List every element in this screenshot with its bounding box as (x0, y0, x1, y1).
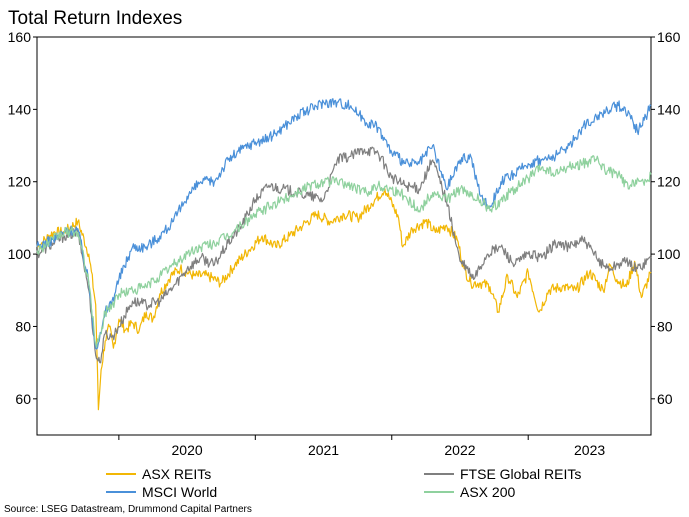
y-tick-label-left: 120 (8, 174, 32, 190)
y-tick-label-left: 60 (15, 391, 31, 407)
y-tick-label-right: 60 (657, 391, 673, 407)
x-tick-label: 2020 (172, 442, 203, 458)
y-tick-label-right: 80 (657, 318, 673, 334)
legend-label: MSCI World (142, 484, 217, 500)
y-axis-left: 60 80 100 120 140 160 (8, 29, 37, 407)
y-axis-right: 60 80 100 120 140 160 (651, 29, 681, 407)
x-tick-label: 2022 (444, 442, 475, 458)
x-tick-label: 2023 (574, 442, 605, 458)
y-tick-label-left: 80 (15, 318, 31, 334)
y-tick-label-right: 160 (657, 29, 681, 45)
x-tick-label: 2021 (308, 442, 339, 458)
series-line-ftse-global-reits (36, 146, 652, 364)
plot-frame (36, 36, 652, 436)
series-lines (36, 98, 652, 411)
legend: ASX REITs FTSE Global REITs MSCI World ASX … (106, 466, 581, 500)
series-line-asx-200 (36, 155, 652, 348)
y-tick-label-left: 160 (8, 29, 32, 45)
series-line-asx-reits (36, 188, 652, 411)
y-tick-label-left: 100 (8, 246, 32, 262)
legend-label: ASX REITs (142, 466, 211, 482)
x-axis: 2020 2021 2022 2023 (118, 435, 605, 458)
y-tick-label-right: 120 (657, 174, 681, 190)
legend-label: ASX 200 (460, 484, 515, 500)
chart-title: Total Return Indexes (8, 8, 182, 29)
y-tick-label-right: 140 (657, 101, 681, 117)
legend-label: FTSE Global REITs (460, 466, 581, 482)
y-tick-label-left: 140 (8, 101, 32, 117)
source-note: Source: LSEG Datastream, Drummond Capita… (4, 504, 252, 515)
series-line-msci-world (36, 98, 652, 350)
y-tick-label-right: 100 (657, 246, 681, 262)
